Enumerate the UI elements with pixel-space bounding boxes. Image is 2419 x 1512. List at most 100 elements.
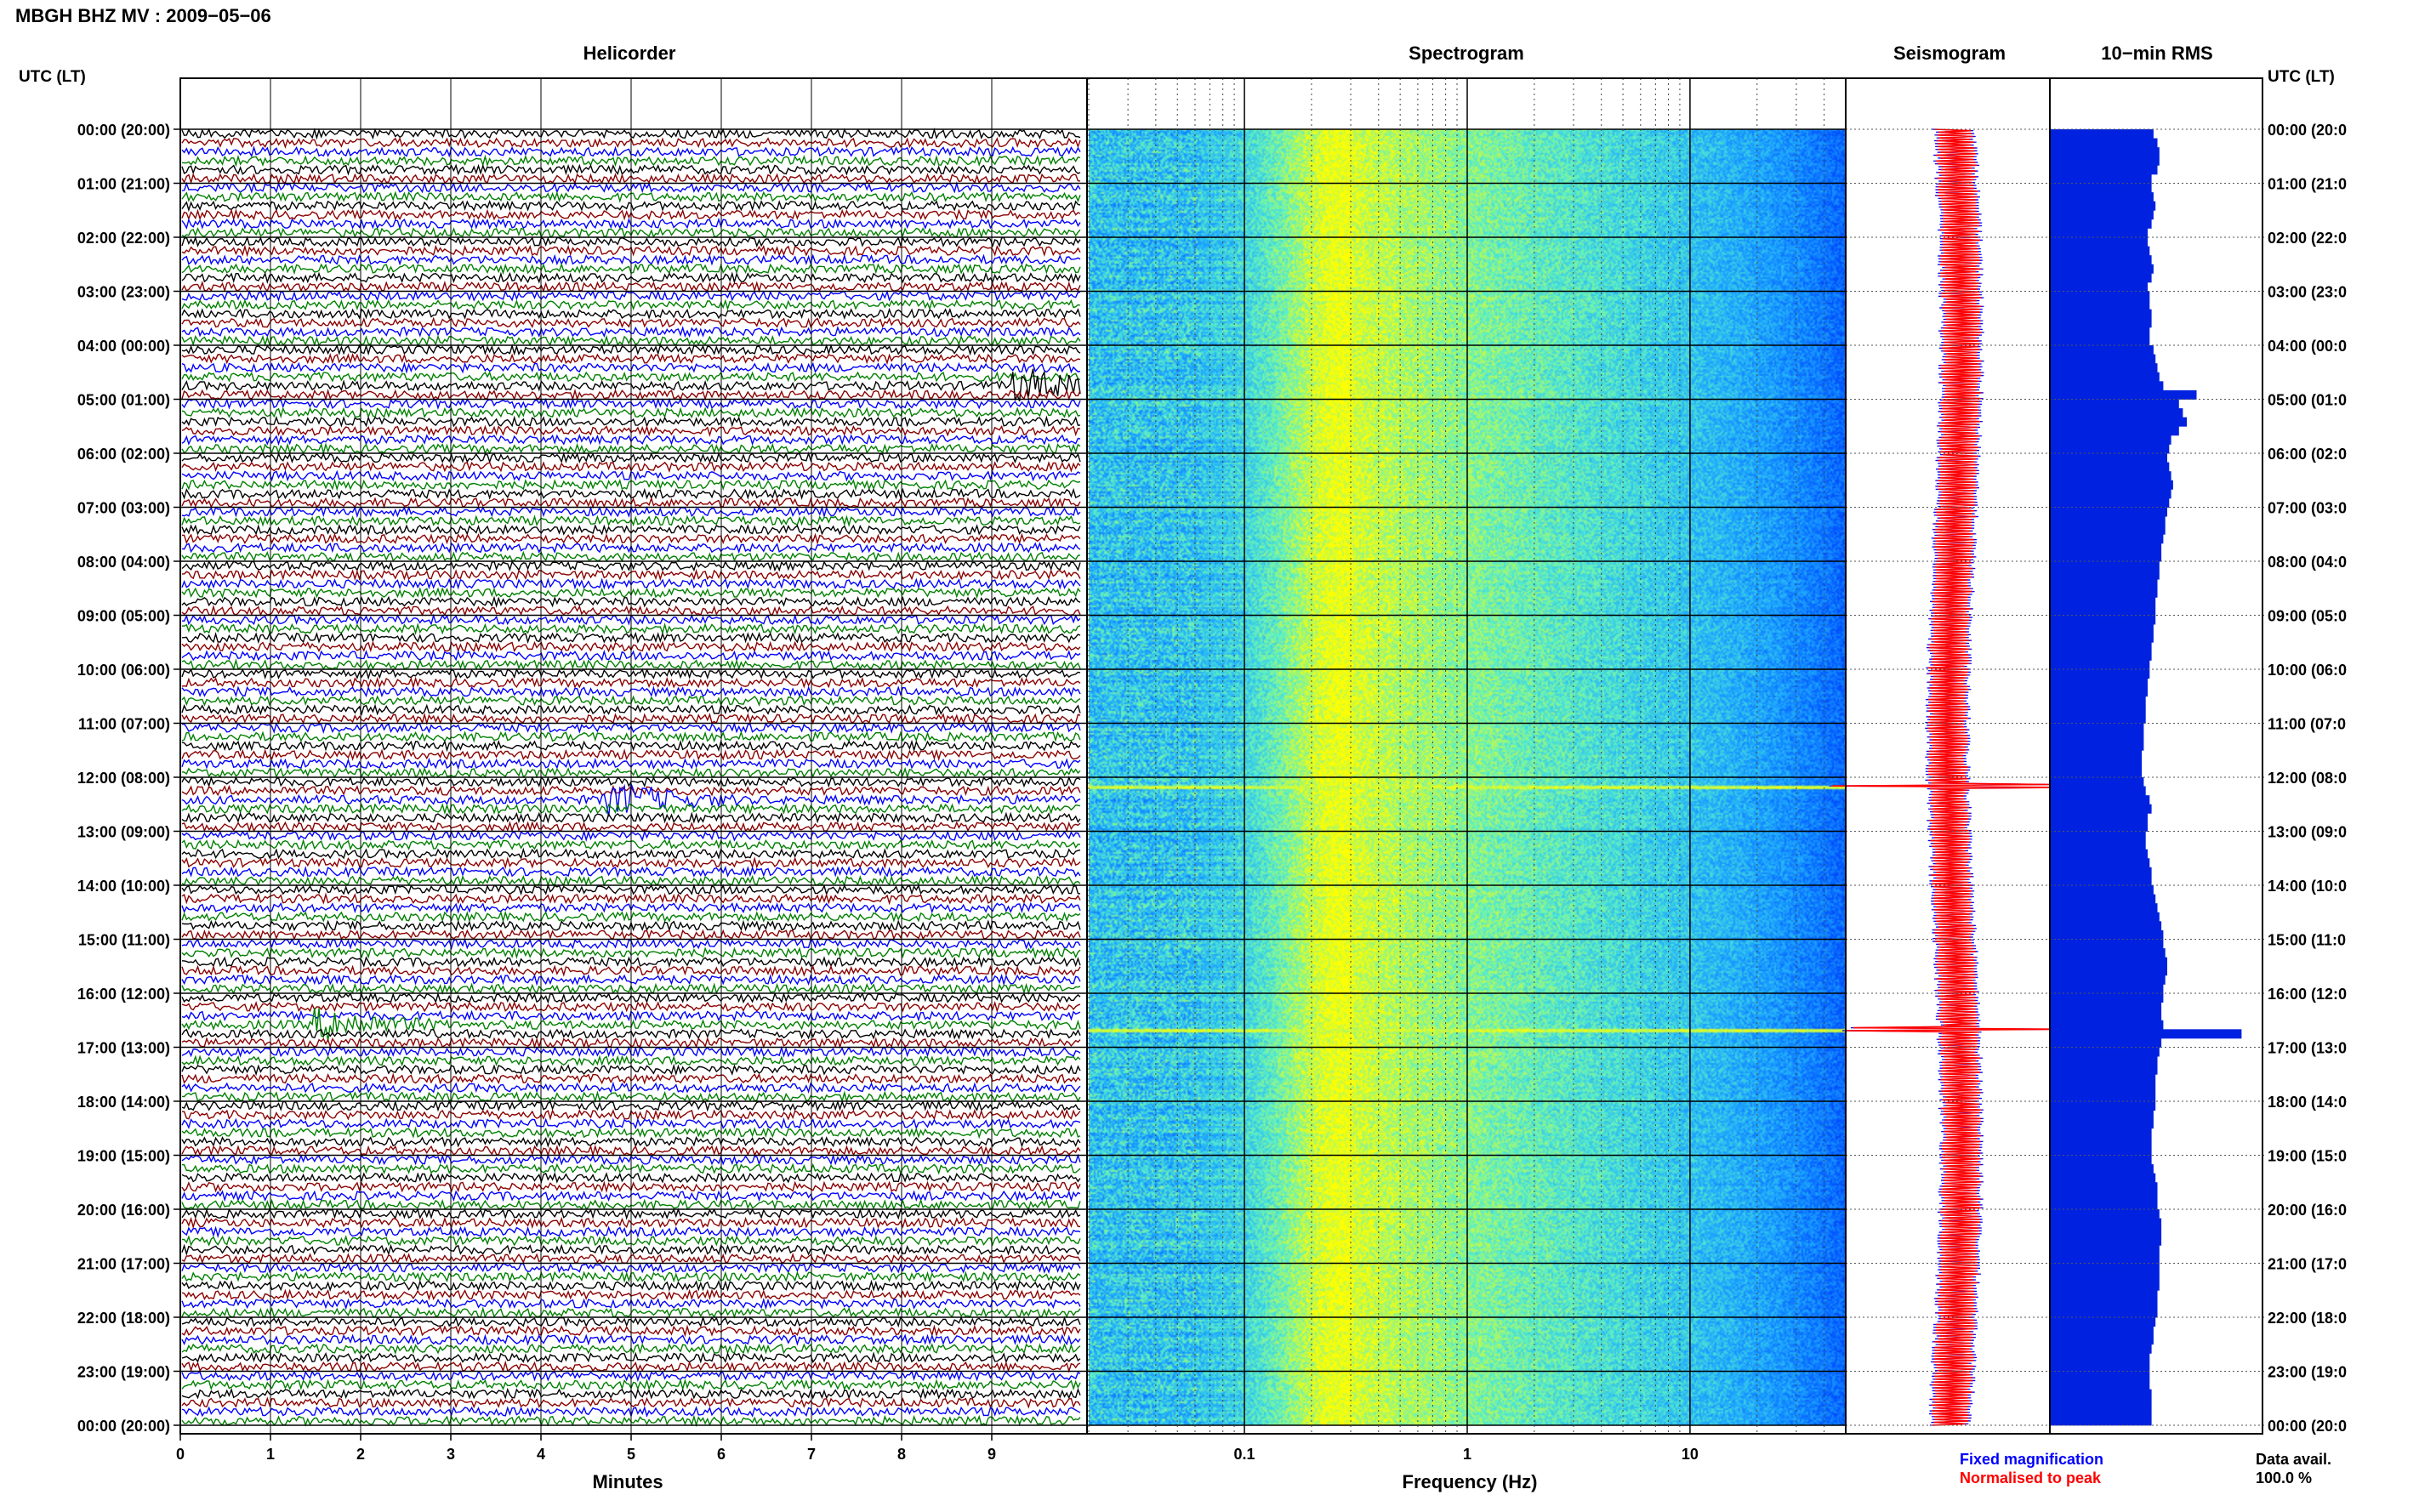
rms-bar: [2050, 1398, 2152, 1408]
hour-label-left: 00:00 (20:00): [77, 122, 170, 139]
hour-label-left: 19:00 (15:00): [77, 1148, 170, 1165]
rms-bar: [2050, 1290, 2158, 1300]
hour-label-left: 04:00 (00:00): [77, 338, 170, 355]
rms-bar: [2050, 786, 2146, 796]
rms-bar: [2050, 1011, 2162, 1021]
rms-bar: [2050, 435, 2171, 445]
rms-bar: [2050, 1145, 2152, 1156]
rms-bar: [2050, 642, 2152, 652]
rms-bar: [2050, 1200, 2158, 1210]
rms-bar: [2050, 1380, 2150, 1390]
rms-bar: [2050, 1083, 2156, 1093]
hour-label-left: 02:00 (22:00): [77, 230, 170, 247]
hour-label-left: 05:00 (01:00): [77, 392, 170, 409]
rms-bar: [2050, 525, 2166, 535]
rms-bar: [2050, 651, 2152, 661]
utc-lt-left-label: UTC (LT): [19, 68, 86, 86]
rms-bar: [2050, 1317, 2156, 1327]
rms-bar: [2050, 1272, 2160, 1282]
minute-tick-label: 3: [447, 1446, 455, 1463]
rms-bar: [2050, 363, 2158, 373]
rms-bar: [2050, 1128, 2152, 1138]
rms-bar: [2050, 516, 2166, 526]
rms-bar: [2050, 1253, 2160, 1264]
hour-label-left: 14:00 (10:00): [77, 878, 170, 895]
hour-label-left: 01:00 (21:00): [77, 176, 170, 193]
hour-label-left: 10:00 (06:00): [77, 662, 170, 679]
rms-bar: [2050, 885, 2154, 895]
rms-bar: [2050, 921, 2162, 931]
data-availability-label: Data avail.: [2256, 1451, 2331, 1468]
rms-bar: [2050, 309, 2152, 319]
rms-bar: [2050, 228, 2148, 238]
hour-label-right: 05:00 (01:0: [2268, 392, 2347, 409]
rms-bar: [2050, 417, 2187, 427]
rms-bar: [2050, 1236, 2162, 1246]
rms-bar: [2050, 579, 2158, 589]
frequency-tick-label: 0.1: [1234, 1446, 1255, 1463]
hour-label-right: 23:00 (19:0: [2268, 1364, 2347, 1381]
rms-bar: [2050, 1047, 2160, 1057]
rms-bar: [2050, 389, 2197, 400]
rms-bar: [2050, 1218, 2162, 1228]
rms-bar: [2050, 1110, 2154, 1120]
rms-bar: [2050, 426, 2179, 436]
rms-bar: [2050, 1344, 2152, 1354]
hour-label-left: 22:00 (18:00): [77, 1310, 170, 1327]
rms-bar: [2050, 543, 2162, 553]
rms-bar: [2050, 1326, 2154, 1336]
rms-bar: [2050, 804, 2152, 814]
rms-bar: [2050, 255, 2152, 265]
hour-label-right: 16:00 (12:0: [2268, 986, 2347, 1003]
panel-frames: [179, 77, 2263, 1435]
hour-label-right: 04:00 (00:0: [2268, 338, 2347, 355]
hour-label-left: 09:00 (05:00): [77, 608, 170, 625]
rms-bar: [2050, 795, 2150, 805]
rms-bar: [2050, 948, 2166, 958]
rms-bar: [2050, 327, 2150, 337]
rms-bar: [2050, 1173, 2156, 1183]
rms-bar: [2050, 1002, 2162, 1012]
rms-bar: [2050, 1182, 2158, 1192]
rms-bar: [2050, 497, 2170, 508]
minute-tick-label: 1: [266, 1446, 275, 1463]
rms-bar: [2050, 1209, 2160, 1219]
rms-bar: [2050, 237, 2148, 247]
minute-tick-label: 9: [988, 1446, 996, 1463]
rms-bar: [2050, 615, 2156, 625]
rms-bar: [2050, 633, 2154, 643]
rms-bar: [2050, 471, 2171, 481]
hour-label-left: 06:00 (02:00): [77, 446, 170, 463]
rms-bar: [2050, 849, 2148, 859]
hour-label-left: 03:00 (23:00): [77, 284, 170, 301]
rms-bar: [2050, 1281, 2160, 1291]
hour-label-right: 13:00 (09:0: [2268, 824, 2347, 841]
minute-tick-label: 5: [627, 1446, 635, 1463]
page-title: MBGH BHZ MV : 2009−05−06: [15, 5, 271, 26]
rms-bar: [2050, 300, 2150, 310]
rms-bar: [2050, 219, 2152, 229]
rms-bar: [2050, 894, 2156, 904]
minute-tick-label: 0: [176, 1446, 185, 1463]
rms-bar: [2050, 1092, 2156, 1102]
hour-label-right: 12:00 (08:0: [2268, 770, 2347, 787]
rms-bar: [2050, 605, 2156, 616]
rms-bar: [2050, 1119, 2154, 1129]
rms-bar: [2050, 552, 2162, 562]
rms-bar: [2050, 291, 2150, 301]
rms-bar: [2050, 1137, 2152, 1147]
rms-bar: [2050, 678, 2148, 688]
utc-lt-right-label: UTC (LT): [2268, 68, 2335, 86]
hour-label-right: 21:00 (17:0: [2268, 1256, 2347, 1273]
rms-bar: [2050, 867, 2152, 877]
rms-bar: [2050, 687, 2148, 697]
hour-label-right: 15:00 (11:0: [2268, 932, 2346, 949]
rms-bar: [2050, 1389, 2152, 1399]
hour-label-right: 01:00 (21:0: [2268, 176, 2347, 193]
rms-bar: [2050, 372, 2160, 382]
frequency-axis-label: Frequency (Hz): [1403, 1471, 1538, 1492]
rms-bar: [2050, 813, 2148, 823]
hour-label-right: 18:00 (14:0: [2268, 1094, 2347, 1111]
rms-bar: [2050, 1164, 2154, 1174]
rms-bar: [2050, 741, 2144, 751]
